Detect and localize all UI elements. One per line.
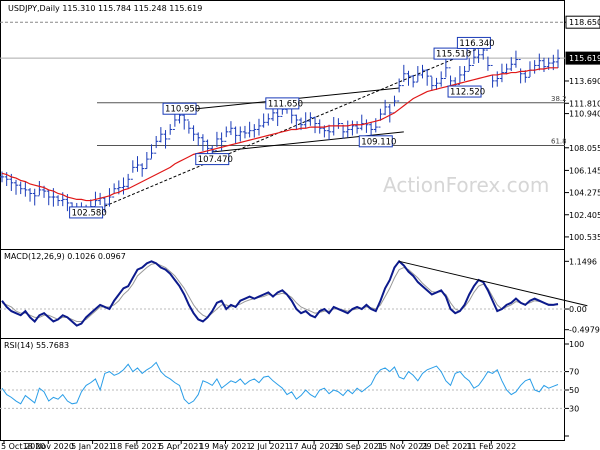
macd-panel: 1.1496 0.00 -0.4979 <box>0 257 600 335</box>
price-tick-label: 113.690 <box>569 77 600 86</box>
dashed-trendline <box>81 46 484 217</box>
macd-signal-line <box>1 262 559 322</box>
macd-line <box>1 259 559 327</box>
price-label-box <box>195 153 230 166</box>
price-label: 107.470 <box>198 155 233 165</box>
x-tick-label: 17 Aug 2021 <box>288 442 339 450</box>
channel-lower-line <box>212 131 404 153</box>
price-label: 102.580 <box>72 208 107 218</box>
x-tick-label: 18 Nov 2020 <box>23 442 74 450</box>
x-tick-label: 5 Apr 2021 <box>159 442 203 450</box>
macd-tick-label: 1.1496 <box>569 257 597 266</box>
x-tick-label: 5 Oct 2020 <box>1 442 45 450</box>
rsi-tick-label: 30 <box>569 404 579 413</box>
price-label-box <box>447 85 482 98</box>
rsi-panel-title: RSI(14) 55.7683 <box>4 341 69 350</box>
fib-level-label: 61.8 <box>551 137 567 145</box>
price-label: 115.510 <box>436 50 471 60</box>
current-price-label: 115.619 <box>569 54 600 63</box>
macd-trendline <box>399 260 588 307</box>
price-label: 116.340 <box>459 39 494 49</box>
price-tick-label: 111.810 <box>569 99 600 108</box>
current-price-tag <box>565 51 600 65</box>
price-label: 109.110 <box>361 137 396 147</box>
price-label: 112.520 <box>450 88 485 98</box>
price-label: 110.950 <box>165 105 200 115</box>
moving-average-line <box>1 67 558 202</box>
price-tick-label: 102.405 <box>569 211 600 220</box>
price-label-box <box>265 97 300 110</box>
price-label-box <box>456 36 491 49</box>
macd-panel-title: MACD(12,26,9) 0.1026 0.0967 <box>4 252 126 261</box>
price-label-box <box>162 102 197 115</box>
x-tick-label: 2 Jul 2021 <box>250 442 290 450</box>
rsi-line <box>1 361 559 405</box>
price-tick-label: 100.535 <box>569 233 600 242</box>
fib-level-label: 38.2 <box>551 95 567 103</box>
price-tick-label: 118.650 <box>569 18 600 27</box>
rsi-tick-label: 70 <box>569 368 579 377</box>
price-tick-label: 104.275 <box>569 189 600 198</box>
rsi-tick-label: 50 <box>569 386 579 395</box>
price-tick-label: 106.145 <box>569 166 600 175</box>
rsi-tick-label: 100 <box>569 340 584 349</box>
x-tick-label: 5 Jan 2021 <box>71 442 114 450</box>
price-tag-box <box>565 15 600 29</box>
price-label-box <box>358 135 393 148</box>
chart-frame <box>0 0 565 441</box>
x-tick-label: 11 Feb 2022 <box>466 442 516 450</box>
price-panel: 118.650 113.690 111.810 110.940 108.055 106.1… <box>0 15 600 242</box>
price-label-box <box>433 47 468 60</box>
x-tick-label: 19 May 2021 <box>199 442 251 450</box>
x-tick-label: 30 Sep 2021 <box>333 442 384 450</box>
x-tick-label: 29 Dec 2021 <box>421 442 472 450</box>
watermark: ActionForex.com <box>383 173 549 197</box>
price-panel-title: USDJPY,Daily 115.310 115.784 115.248 115… <box>8 4 202 13</box>
x-tick-label: 18 Feb 2021 <box>112 442 162 450</box>
rsi-panel: 100 70 50 30 <box>0 340 584 437</box>
price-tick-label: 110.940 <box>569 110 600 119</box>
x-tick-label: 15 Nov 2021 <box>377 442 428 450</box>
price-label: 111.650 <box>268 99 303 109</box>
macd-tick-label: -0.4979 <box>569 326 600 335</box>
price-label-box <box>69 206 104 219</box>
price-tick-label: 108.055 <box>569 144 600 153</box>
macd-tick-label: 0.00 <box>569 305 587 314</box>
